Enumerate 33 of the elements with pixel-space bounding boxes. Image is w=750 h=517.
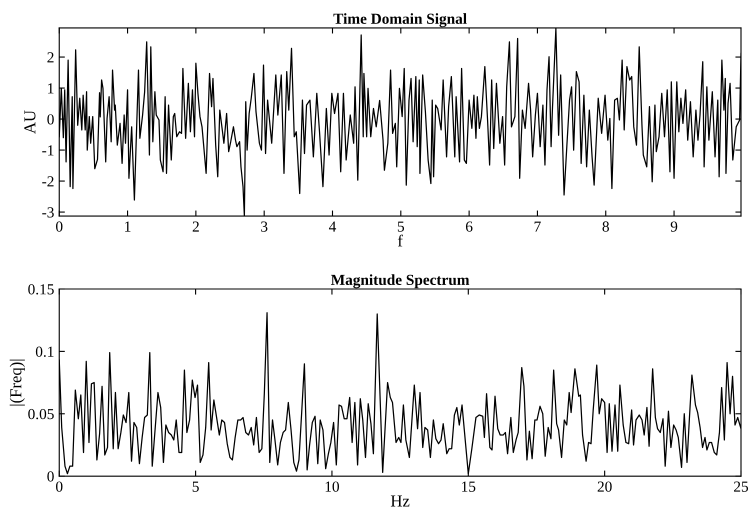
x-tick-label: 6 bbox=[466, 221, 472, 232]
x-tick-label: 9 bbox=[670, 221, 678, 232]
chart-title: Magnitude Spectrum bbox=[331, 274, 470, 288]
line-series bbox=[59, 28, 741, 216]
x-tick-label: 7 bbox=[534, 222, 541, 232]
x-axis-title: Hz bbox=[390, 496, 410, 506]
x-tick-label: 15 bbox=[462, 482, 476, 492]
chart-title: Time Domain Signal bbox=[333, 13, 467, 28]
y-tick-label: 0.1 bbox=[36, 346, 54, 357]
x-tick-label: 5 bbox=[398, 222, 404, 232]
x-tick-label: 20 bbox=[598, 481, 612, 492]
y-tick-label: 1 bbox=[48, 83, 54, 94]
x-tick-label: 0 bbox=[56, 221, 62, 232]
x-tick-label: 10 bbox=[326, 481, 340, 492]
y-axis-title: |(Freq)| bbox=[10, 360, 25, 406]
y-tick-label: -2 bbox=[42, 176, 54, 186]
x-tick-label: 3 bbox=[261, 221, 268, 232]
y-tick-label: -1 bbox=[42, 145, 54, 156]
y-axis-title: AU bbox=[24, 110, 36, 134]
y-tick-label: 0.05 bbox=[28, 408, 54, 420]
y-tick-label: 2 bbox=[47, 52, 54, 62]
x-axis-title: f bbox=[398, 234, 403, 246]
x-tick-label: 2 bbox=[192, 221, 199, 232]
x-tick-label: 8 bbox=[602, 221, 609, 232]
y-tick-label: 0 bbox=[47, 114, 54, 125]
x-tick-label: 25 bbox=[734, 482, 748, 492]
x-tick-label: 0 bbox=[56, 481, 62, 492]
x-tick-label: 5 bbox=[192, 482, 199, 492]
x-tick-label: 4 bbox=[328, 222, 336, 232]
y-tick-label: 0 bbox=[47, 471, 54, 482]
y-tick-label: -3 bbox=[42, 207, 54, 218]
y-tick-label: 0.15 bbox=[28, 284, 54, 295]
x-tick-label: 1 bbox=[125, 221, 130, 232]
